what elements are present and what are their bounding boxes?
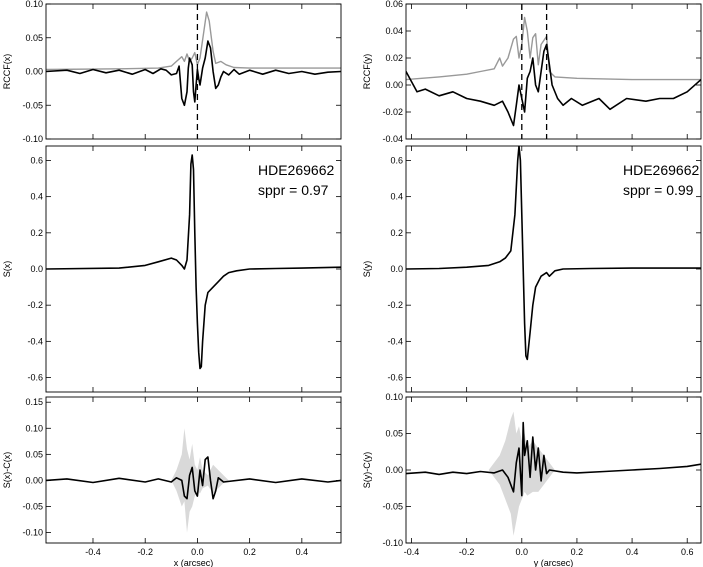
y-tick-label: 0.4 [30,192,43,202]
panel-y-resid: -0.10 -0.05 0.00 0.05 0.10 -0.4 -0.2 0.0 0.2 0.4 0… [362,392,702,567]
y-axis-label: S(y)-C(y) [362,452,372,489]
series-line-1 [46,154,341,370]
annotation-text: HDE269662 [623,162,699,178]
series-line-1 [46,11,341,71]
x-tick-label: -0.4 [404,547,420,557]
x-axis-label: y (arcsec) [534,558,574,567]
y-tick-label: -0.2 [27,300,43,310]
y-tick-label: 0.00 [25,67,43,77]
series-line-2 [406,43,701,127]
y-tick-label: 0.00 [25,475,43,485]
x-tick-label: -0.2 [137,547,153,557]
y-tick-label: -0.10 [22,528,43,538]
y-tick-label: 0.0 [30,264,43,274]
annotation-text: sppr = 0.99 [623,182,694,198]
y-tick-label: 0.0 [390,264,403,274]
panel-x-resid: -0.10 -0.05 0.00 0.05 0.10 0.15 -0.4 -0.2 0.0 0.2… [2,396,342,567]
series-line-1 [46,456,341,500]
y-axis-label: S(x) [2,261,12,278]
y-axis-label: RCCF(x) [2,54,12,90]
panel-x-rccf: -0.10 -0.05 0.00 0.05 0.10 RCCF(x) [2,0,342,144]
x-tick-label: 0.0 [516,547,529,557]
y-tick-label: -0.05 [382,502,403,512]
x-tick-label: 0.0 [191,547,204,557]
x-tick-label: 0.2 [243,547,256,557]
y-tick-label: -0.6 [387,373,403,383]
y-tick-label: 0.00 [385,465,403,475]
x-tick-label: 0.2 [571,547,584,557]
y-axis-label: S(y) [362,261,372,278]
x-axis-label: x (arcsec) [174,558,214,567]
plot-frame [45,396,342,544]
panel-y-rccf: -0.04 -0.02 0.00 0.02 0.04 0.06 RCCF(y) [362,0,702,144]
x-tick-label: 0.6 [681,547,694,557]
y-tick-label: 0.05 [385,429,403,439]
series-line-1 [406,16,701,81]
y-tick-label: 0.06 [385,0,403,9]
x-tick-label: 0.4 [296,547,309,557]
y-tick-label: -0.10 [22,134,43,144]
y-tick-label: 0.10 [385,392,403,402]
y-tick-label: 0.05 [25,33,43,43]
y-tick-label: -0.10 [382,538,403,548]
y-tick-label: 0.6 [30,155,43,165]
panel-y-s: -0.6 -0.4 -0.2 0.0 0.2 0.4 0.6 S(y) HDE269662 spp… [362,145,702,393]
y-tick-label: -0.02 [382,107,403,117]
x-tick-label: -0.4 [85,547,101,557]
plot-frame [405,3,702,140]
y-tick-label: -0.05 [22,502,43,512]
y-tick-label: 0.04 [385,26,403,36]
y-tick-label: 0.10 [25,423,43,433]
x-tick-label: 0.4 [626,547,639,557]
y-axis-label: RCCF(y) [362,54,372,90]
y-tick-label: 0.05 [25,449,43,459]
y-tick-label: -0.04 [382,134,403,144]
y-axis-label: S(x)-C(x) [2,452,12,489]
series-line-1 [406,146,701,361]
series-line-1 [406,421,701,497]
y-tick-label: 0.6 [390,155,403,165]
y-tick-label: -0.4 [27,336,43,346]
y-tick-label: 0.10 [25,0,43,9]
x-tick-label: -0.2 [459,547,475,557]
annotation-text: sppr = 0.97 [258,182,329,198]
y-tick-label: 0.15 [25,397,43,407]
y-tick-label: 0.00 [385,80,403,90]
series-line-2 [46,40,341,107]
annotation-text: HDE269662 [258,162,334,178]
y-tick-label: -0.6 [27,373,43,383]
panel-x-s: -0.6 -0.4 -0.2 0.0 0.2 0.4 0.6 S(x) HDE269662 spp… [2,145,342,393]
y-tick-label: -0.05 [22,100,43,110]
error-band [171,428,229,533]
y-tick-label: 0.2 [390,228,403,238]
y-tick-label: 0.4 [390,192,403,202]
y-tick-label: 0.2 [30,228,43,238]
y-tick-label: 0.02 [385,53,403,63]
y-tick-label: -0.2 [387,300,403,310]
y-tick-label: -0.4 [387,336,403,346]
